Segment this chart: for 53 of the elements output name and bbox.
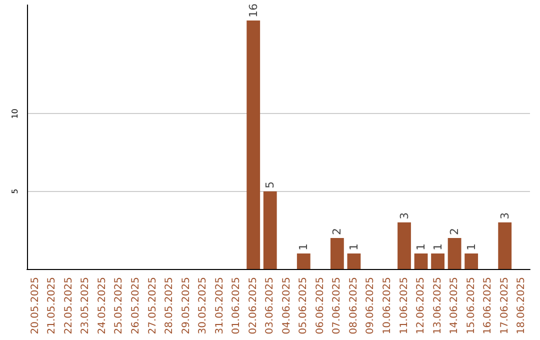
x-tick-label: 07.06.2025 — [332, 277, 343, 334]
x-tick-label: 04.06.2025 — [281, 277, 292, 334]
bar — [464, 253, 478, 269]
data-label: 1 — [414, 243, 428, 250]
y-tick-label: 10 — [10, 108, 20, 119]
x-tick-label: 20.05.2025 — [30, 277, 41, 334]
x-tick-label: 14.06.2025 — [449, 277, 460, 334]
x-tick-label: 15.06.2025 — [466, 277, 477, 334]
bar — [414, 253, 428, 269]
x-tick-label: 22.05.2025 — [63, 277, 74, 334]
bar — [263, 191, 277, 269]
x-tick-label: 25.05.2025 — [114, 277, 125, 334]
x-tick-label: 05.06.2025 — [298, 277, 310, 334]
data-label: 1 — [464, 243, 478, 250]
x-tick-label: 06.06.2025 — [314, 277, 326, 334]
bar — [330, 238, 344, 269]
x-tick-label: 02.06.2025 — [248, 277, 259, 334]
data-label: 1 — [297, 243, 310, 250]
x-tick-label: 27.05.2025 — [147, 277, 158, 334]
x-tick-label: 21.05.2025 — [46, 277, 58, 334]
data-label: 1 — [347, 243, 360, 250]
bar — [448, 238, 462, 269]
data-label: 16 — [246, 4, 260, 18]
x-tick-label: 03.06.2025 — [264, 277, 276, 334]
bar — [246, 20, 260, 269]
x-tick-label: 24.05.2025 — [96, 277, 108, 334]
x-tick-label: 01.06.2025 — [231, 277, 242, 334]
x-tick-label: 29.05.2025 — [180, 277, 192, 334]
bar — [498, 222, 512, 269]
x-tick-label: 26.05.2025 — [130, 277, 142, 334]
bar — [431, 253, 444, 269]
x-tick-label: 31.05.2025 — [214, 277, 226, 334]
data-label: 3 — [398, 212, 411, 220]
x-tick-label: 09.06.2025 — [365, 277, 376, 334]
bar — [398, 222, 411, 269]
x-tick-label: 28.05.2025 — [164, 277, 176, 334]
x-tick-label: 13.06.2025 — [432, 277, 444, 334]
data-label: 1 — [431, 243, 444, 250]
data-label: 2 — [330, 228, 344, 235]
x-tick-label: 18.06.2025 — [516, 277, 528, 334]
data-label: 2 — [448, 228, 462, 235]
x-tick-label: 12.06.2025 — [416, 277, 427, 334]
data-label: 5 — [264, 181, 277, 188]
bar — [347, 253, 361, 269]
x-tick-label: 17.06.2025 — [499, 277, 510, 334]
x-tick-label: 11.06.2025 — [398, 277, 410, 334]
data-label: 3 — [498, 212, 512, 220]
x-tick-label: 10.06.2025 — [382, 277, 393, 334]
x-tick-label: 23.05.2025 — [80, 277, 92, 334]
x-tick-label: 08.06.2025 — [348, 277, 360, 334]
x-tick-label: 16.06.2025 — [482, 277, 494, 334]
bar — [296, 253, 310, 269]
x-tick-label: 30.05.2025 — [198, 277, 209, 334]
